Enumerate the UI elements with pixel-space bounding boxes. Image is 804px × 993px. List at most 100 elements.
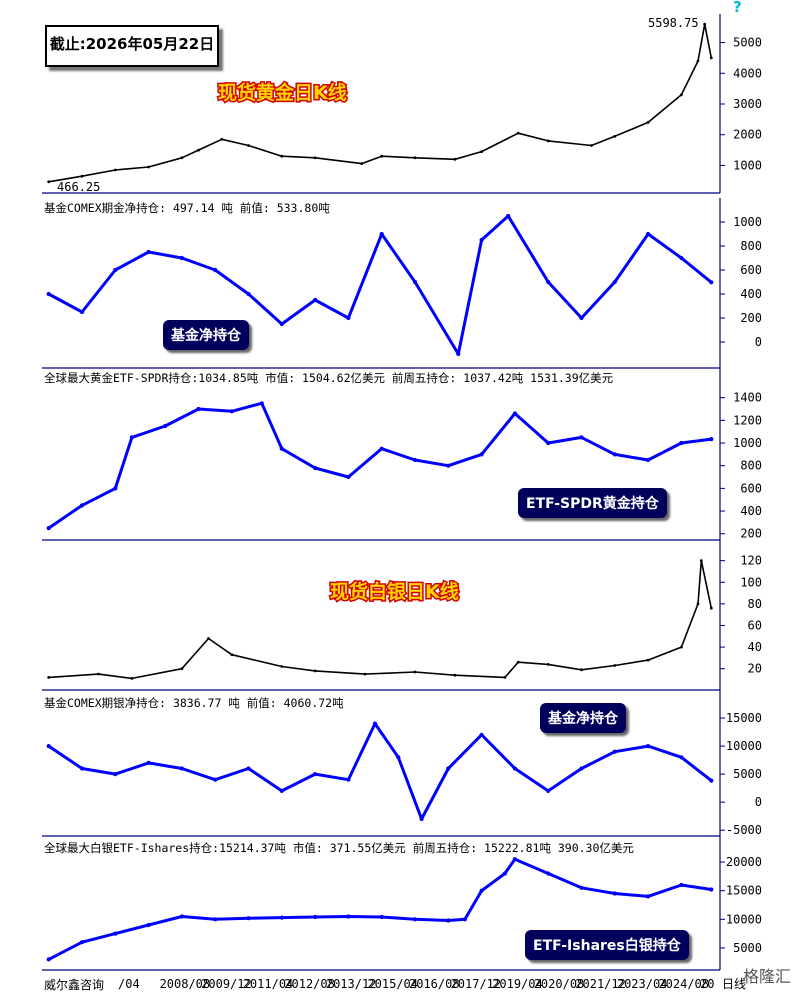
data-point [230,653,234,657]
y-tick-label: 800 [740,239,762,253]
silver-k-title: 现货白银日K线 [330,580,459,603]
y-tick-label: 800 [740,459,762,473]
x-tick-label: 2011/04 [243,977,294,990]
x-tick-label: 2017/12 [451,977,502,990]
data-point [80,174,84,178]
data-point [113,772,118,777]
y-tick-label: 120 [740,554,762,568]
data-point [279,788,284,794]
data-point [479,237,484,243]
data-point [313,465,318,471]
y-tick-label: 10000 [726,912,762,926]
data-point [46,291,51,297]
data-point [46,526,51,531]
x-tick-label: 2024/08 [658,977,709,990]
data-point [579,766,584,771]
data-point [512,766,518,771]
data-point [313,156,317,160]
data-point [646,231,651,237]
data-point [163,423,168,429]
data-point [709,606,713,610]
x-tick-label: 2015/04 [367,977,418,990]
data-point [612,891,617,896]
data-point [313,772,318,777]
silver-comex-badge: 基金净持仓 [540,703,626,733]
data-point [147,165,151,169]
data-point [546,788,551,794]
data-point [379,231,384,237]
data-point [696,59,700,63]
y-tick-label: 0 [755,335,762,349]
data-point [246,916,251,921]
x-tick-label: 2019/04 [492,977,543,990]
data-point [696,602,700,606]
data-point [679,882,684,888]
data-point [612,279,617,285]
data-point [679,755,684,760]
data-point [646,658,650,662]
data-point [197,148,200,152]
data-point [680,645,683,649]
y-tick-label: 20 [748,662,762,676]
gold-comex-badge: 基金净持仓 [163,320,249,350]
data-point [679,440,684,446]
data-point [113,267,118,273]
data-point [516,660,520,664]
data-point [412,457,418,463]
data-point [179,914,184,919]
data-point [396,755,401,760]
data-point [113,168,117,172]
data-point [646,121,650,124]
data-point [546,139,550,143]
data-point [146,249,151,255]
y-tick-label: 4000 [733,66,762,80]
data-point [413,670,417,674]
data-point [579,435,584,440]
chart-panels: 1000200030004000500002004006008001000200… [42,14,762,990]
data-point [479,732,484,737]
data-point [446,463,451,468]
data-point [360,162,364,166]
y-tick-label: 80 [748,597,762,611]
data-point [47,676,51,679]
y-tick-label: 200 [740,527,762,541]
y-tick-label: 1000 [733,158,762,172]
data-point [703,22,707,26]
data-point [129,435,134,440]
y-tick-label: 5000 [733,941,762,955]
data-point [372,721,378,726]
data-point [446,766,451,771]
data-point [579,315,584,321]
gold-k-title: 现货黄金日K线 [218,81,347,104]
question-icon[interactable]: ? [733,0,742,16]
data-point [313,297,318,303]
data-point [512,857,518,862]
gold-etf-info: 全球最大黄金ETF-SPDR持仓:1034.85吨 市值: 1504.62亿美元… [44,371,614,385]
data-point [479,452,484,457]
data-point [179,255,184,261]
data-point [446,918,451,923]
y-tick-label: 3000 [733,97,762,111]
data-point [346,315,351,321]
y-tick-label: 1000 [733,215,762,229]
data-point [346,777,351,782]
series-line-comex_silver_fund_net [47,722,713,821]
data-point [419,816,424,822]
data-point [229,409,234,414]
y-tick-label: 1400 [733,391,762,405]
y-tick-label: -5000 [726,823,762,837]
y-tick-label: 15000 [726,711,762,725]
data-point [130,677,134,680]
data-point [146,760,151,766]
y-tick-label: 2000 [733,128,762,142]
data-point [280,665,284,668]
data-point [546,279,551,285]
date-label-box: 截止:2026年05月22日 [45,25,219,67]
gold-etf-badge: ETF-SPDR黄金持仓 [518,488,667,518]
x-tick-label: 2009/12 [201,977,252,990]
data-point [506,213,511,219]
series-line-silver_spot_daily [48,559,713,680]
data-point [613,134,617,138]
data-point [709,778,714,783]
